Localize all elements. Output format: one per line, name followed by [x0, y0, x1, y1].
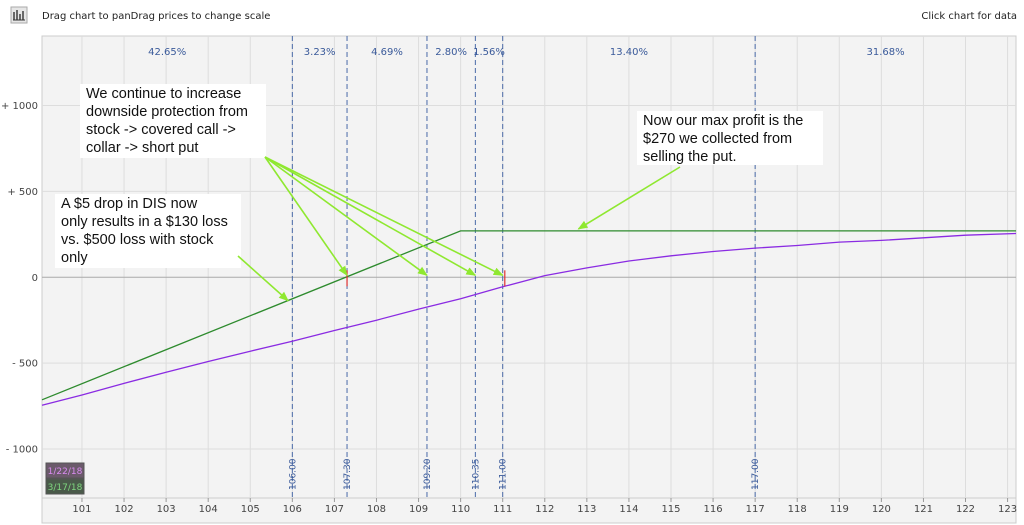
annotation-max-profit-line-1: Now our max profit is the: [643, 113, 803, 129]
pl-line-1/22/18[interactable]: [41, 232, 1017, 406]
pan-scale-hint: Drag chart to panDrag prices to change s…: [42, 11, 270, 22]
x-tick-label: 105: [241, 504, 260, 515]
probability-label: 3.23%: [304, 47, 336, 58]
click-data-hint: Click chart for data: [921, 11, 1017, 22]
annotation-protection-line-4: collar -> short put: [86, 140, 198, 156]
annotation-protection: We continue to increase downside protect…: [80, 84, 266, 158]
x-tick-label: 110: [451, 504, 470, 515]
legend-entry-1[interactable]: 1/22/18: [48, 467, 83, 477]
strike-marker-label: 107.30: [343, 458, 353, 490]
annotation-drop-line-3: vs. $500 loss with stock: [61, 232, 214, 248]
strike-marker-label: 109.20: [423, 458, 433, 490]
x-tick-label: 123: [998, 504, 1017, 515]
x-tick-label: 117: [746, 504, 765, 515]
probability-label: 42.65%: [148, 47, 186, 58]
annotation-drop-line-2: only results in a $130 loss: [61, 214, 228, 230]
x-tick-label: 115: [661, 504, 680, 515]
x-tick-label: 122: [956, 504, 975, 515]
y-tick-label: - 500: [12, 359, 38, 370]
x-axis-strip: [41, 497, 1017, 524]
annotation-arrow: [264, 156, 504, 277]
probability-label: 2.80%: [435, 47, 467, 58]
probability-label: 13.40%: [610, 47, 648, 58]
x-tick-label: 109: [409, 504, 428, 515]
annotation-max-profit: Now our max profit is the $270 we collec…: [637, 111, 823, 165]
x-tick-label: 119: [830, 504, 849, 515]
legend-entry-2[interactable]: 3/17/18: [48, 483, 83, 493]
x-tick-label: 108: [367, 504, 386, 515]
x-tick-label: 113: [577, 504, 596, 515]
annotation-protection-line-2: downside protection from: [86, 104, 248, 120]
strike-marker-label: 110.35: [471, 459, 481, 491]
x-tick-label: 106: [283, 504, 302, 515]
annotation-drop-line-1: A $5 drop in DIS now: [61, 196, 198, 212]
x-tick-label: 101: [72, 504, 91, 515]
annotation-protection-line-3: stock -> covered call ->: [86, 122, 236, 138]
legend: 1/22/18 3/17/18: [45, 462, 85, 495]
annotation-max-profit-line-3: selling the put.: [643, 149, 737, 165]
probability-label: 1.56%: [473, 47, 505, 58]
strike-marker-label: 106.00: [288, 458, 298, 490]
x-tick-label: 116: [704, 504, 723, 515]
x-tick-label: 118: [788, 504, 807, 515]
x-tick-label: 111: [493, 504, 512, 515]
x-tick-label: 120: [872, 504, 891, 515]
annotation-arrow: [237, 255, 289, 302]
y-tick-label: + 1000: [1, 101, 38, 112]
annotation-arrow: [264, 156, 348, 277]
annotation-arrow: [264, 156, 477, 277]
x-tick-label: 102: [114, 504, 133, 515]
y-tick-label: 0: [32, 273, 38, 284]
x-tick-label: 114: [619, 504, 638, 515]
x-tick-label: 121: [914, 504, 933, 515]
annotation-arrow: [264, 156, 428, 276]
annotation-max-profit-line-2: $270 we collected from: [643, 131, 792, 147]
strike-marker-label: 117.00: [751, 458, 761, 490]
x-tick-label: 103: [157, 504, 176, 515]
chart-tool-icon[interactable]: [10, 6, 28, 24]
y-tick-label: + 500: [7, 187, 38, 198]
annotation-drop: A $5 drop in DIS now only results in a $…: [55, 194, 241, 268]
pl-line-3/17/18[interactable]: [41, 230, 1016, 401]
annotation-protection-line-1: We continue to increase: [86, 86, 241, 102]
probability-label: 31.68%: [867, 47, 905, 58]
x-tick-label: 112: [535, 504, 554, 515]
x-tick-label: 104: [199, 504, 218, 515]
x-tick-label: 107: [325, 504, 344, 515]
annotation-arrow: [577, 166, 681, 230]
strike-marker-label: 111.00: [499, 458, 509, 490]
probability-label: 4.69%: [371, 47, 403, 58]
annotation-drop-line-4: only: [61, 250, 88, 266]
y-tick-label: - 1000: [6, 445, 38, 456]
